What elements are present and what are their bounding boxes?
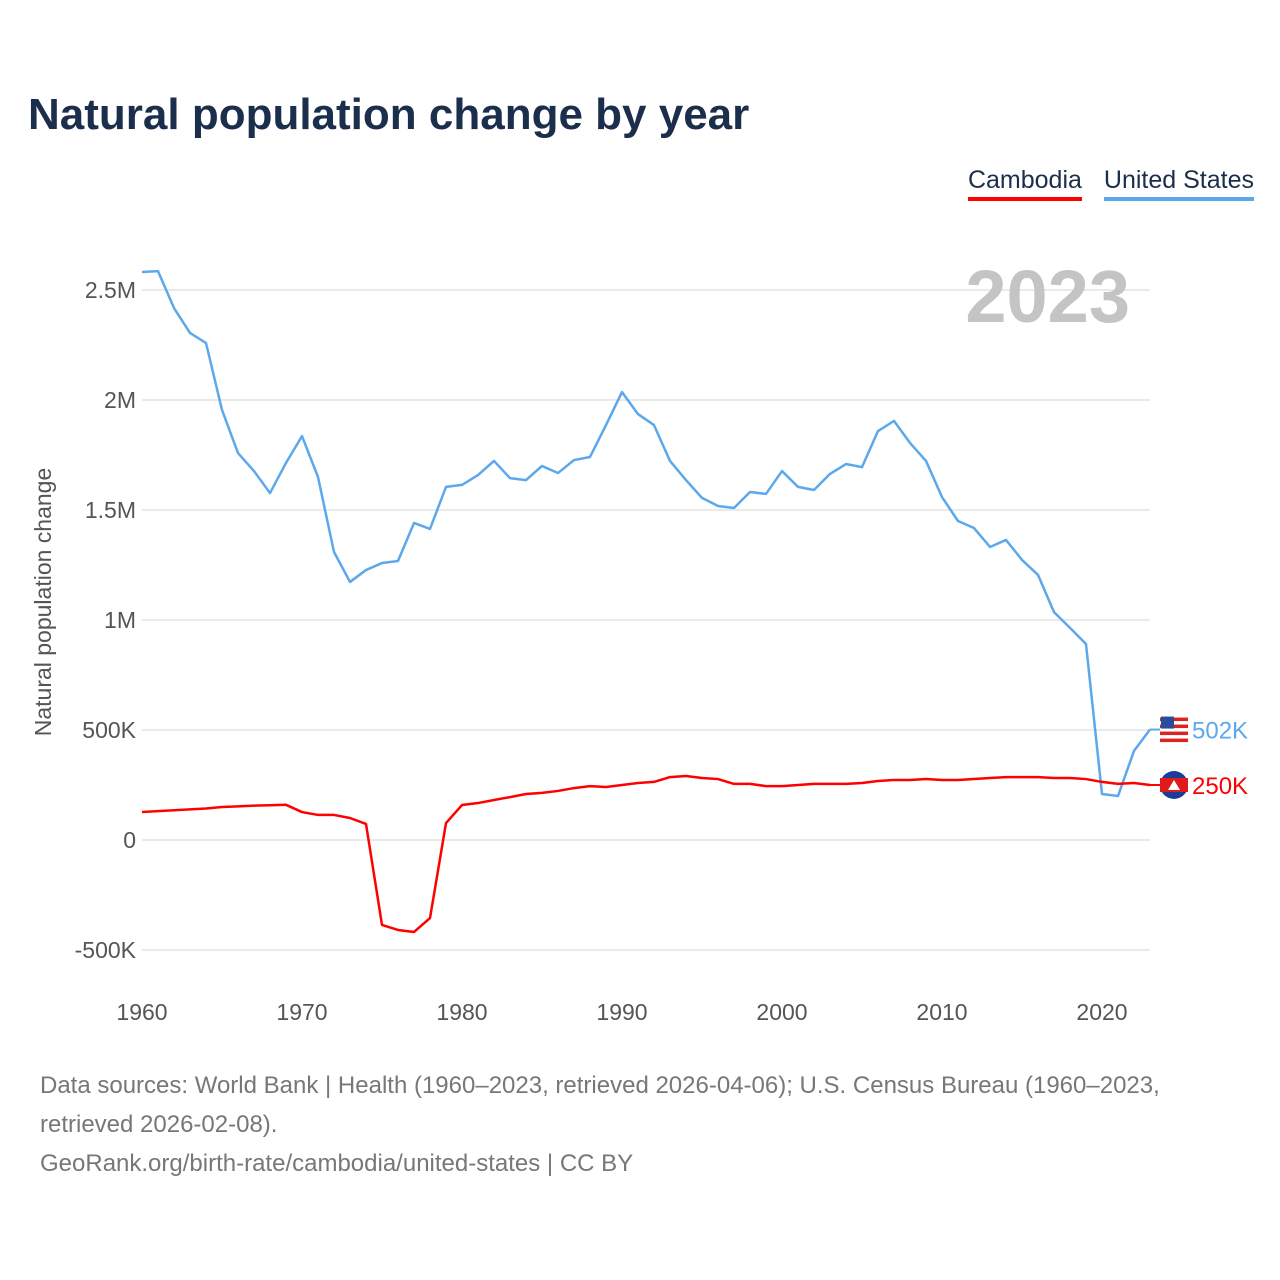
series-line-cambodia[interactable] — [141, 774, 1151, 934]
y-tick-label: 2.5M — [85, 277, 136, 303]
series-line-united-states[interactable] — [141, 269, 1152, 798]
y-tick-label: 1M — [104, 607, 136, 633]
y-axis-label: Natural population change — [30, 468, 56, 737]
x-tick-label: 1980 — [436, 999, 487, 1025]
x-tick-label: 1970 — [276, 999, 327, 1025]
x-tick-label: 1960 — [116, 999, 167, 1025]
cambodia-flag-icon — [1160, 771, 1188, 799]
x-tick-label: 1990 — [596, 999, 647, 1025]
legend-item-united-states[interactable]: United States — [1103, 166, 1254, 201]
y-tick-label: 500K — [82, 717, 136, 743]
x-tick-label: 2000 — [756, 999, 807, 1025]
end-value-label: 502K — [1192, 718, 1248, 745]
y-tick-label: 1.5M — [85, 497, 136, 523]
legend: Cambodia United States — [967, 166, 1254, 201]
y-tick-label: 2M — [104, 387, 136, 413]
us-flag-icon — [1160, 715, 1188, 744]
x-tick-label: 2020 — [1076, 999, 1127, 1025]
end-value-label: 250K — [1192, 773, 1248, 800]
y-tick-label: -500K — [75, 937, 137, 963]
year-watermark: 2023 — [965, 255, 1130, 338]
y-tick-label: 0 — [123, 827, 136, 853]
source-link[interactable]: GeoRank.org/birth-rate/cambodia/united-s… — [40, 1150, 634, 1177]
footer: Data sources: World Bank | Health (1960–… — [40, 1066, 1250, 1183]
chart-title: Natural population change by year — [28, 90, 750, 139]
data-sources: Data sources: World Bank | Health (1960–… — [40, 1072, 1160, 1138]
x-tick-label: 2010 — [916, 999, 967, 1025]
legend-item-cambodia[interactable]: Cambodia — [967, 166, 1082, 201]
